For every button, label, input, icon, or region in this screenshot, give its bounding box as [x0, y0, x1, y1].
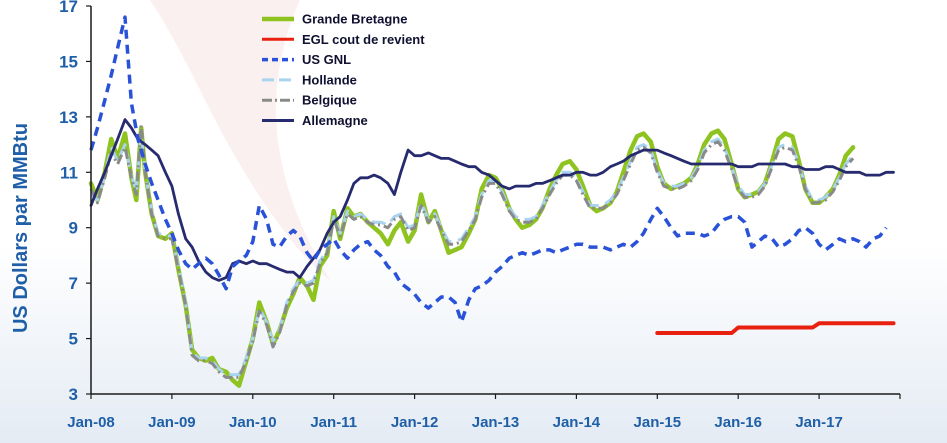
x-tick-label: Jan-09 — [148, 414, 196, 431]
series-line-belgique — [89, 123, 855, 379]
y-tick-label: 5 — [69, 330, 78, 349]
legend-label-belgique: Belgique — [302, 93, 357, 108]
y-tick-label: 3 — [69, 385, 78, 404]
y-tick-label: 9 — [69, 219, 78, 238]
series-line-hollande — [90, 132, 855, 377]
legend-label-us-gnl: US GNL — [302, 52, 351, 67]
legend-label-egl-cout-de-revient: EGL cout de revient — [302, 32, 425, 47]
series-line-us-gnl — [89, 15, 888, 324]
x-tick-label: Jan-11 — [310, 414, 357, 431]
series-line-grande-bretagne — [88, 125, 856, 388]
y-axis-title: US Dollars par MMBtu — [10, 123, 32, 333]
x-tick-label: Jan-13 — [472, 414, 520, 431]
x-tick-label: Jan-16 — [714, 414, 762, 431]
x-tick-label: Jan-14 — [553, 414, 601, 431]
x-tick-label: Jan-10 — [229, 414, 277, 431]
y-tick-label: 7 — [69, 274, 78, 293]
x-tick-label: Jan-15 — [634, 414, 682, 431]
series-line-allemagne — [89, 118, 895, 282]
y-tick-label: 11 — [60, 163, 78, 182]
y-tick-label: 15 — [59, 52, 78, 71]
x-tick-label: Jan-17 — [795, 414, 843, 431]
y-tick-label: 17 — [59, 0, 78, 16]
decorative-red-swoosh — [150, 0, 330, 280]
x-tick-label: Jan-12 — [391, 414, 439, 431]
legend-label-hollande: Hollande — [302, 72, 357, 87]
series-line-egl-cout-de-revient — [655, 321, 896, 335]
y-tick-label: 13 — [59, 108, 78, 127]
legend-label-grande-bretagne: Grande Bretagne — [302, 12, 407, 27]
legend-label-allemagne: Allemagne — [302, 113, 368, 128]
x-tick-label: Jan-08 — [67, 414, 115, 431]
